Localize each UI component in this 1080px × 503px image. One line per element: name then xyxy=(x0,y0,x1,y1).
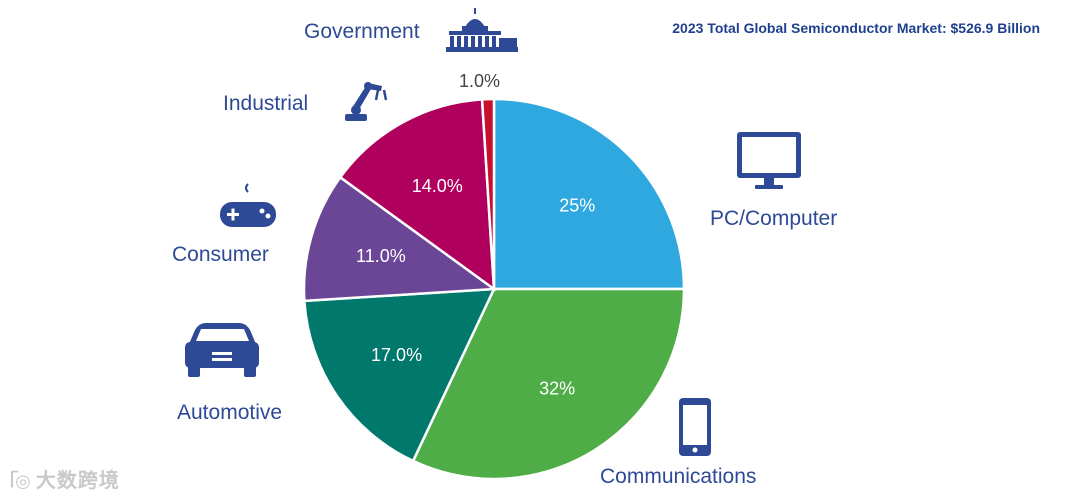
slice-percent-label: 17.0% xyxy=(371,345,422,365)
pie-slice-government xyxy=(480,97,496,290)
watermark: ᥬ◎ 大数跨境 xyxy=(10,464,120,493)
slice-percent-label: 32% xyxy=(539,378,575,398)
pie-slices xyxy=(302,97,686,481)
category-label-automotive: Automotive xyxy=(177,401,283,424)
pie-slice-industrial xyxy=(338,98,496,292)
robot-arm-icon xyxy=(345,82,388,121)
capitol-building-icon xyxy=(446,8,518,52)
watermark-text: 大数跨境 xyxy=(35,470,120,492)
pie-slice-communications xyxy=(411,287,686,481)
smartphone-icon xyxy=(679,398,711,456)
gamepad-icon xyxy=(220,183,276,227)
pie-slice-pc-computer xyxy=(492,97,686,291)
category-label-pc-computer: PC/Computer xyxy=(710,207,838,230)
category-label-government: Government xyxy=(304,20,420,43)
car-icon xyxy=(185,323,259,377)
pie-slice-automotive xyxy=(303,287,497,463)
slice-percent-label: 25% xyxy=(559,196,595,216)
category-label-industrial: Industrial xyxy=(223,92,309,115)
chart-title: 2023 Total Global Semiconductor Market: … xyxy=(672,20,1040,36)
category-label-consumer: Consumer xyxy=(172,243,269,266)
category-label-communications: Communications xyxy=(600,465,757,488)
slice-percent-labels: 25% 32% 17.0% 11.0% 14.0% 1.0% xyxy=(356,71,595,398)
monitor-icon xyxy=(737,132,801,189)
watermark-logo-icon: ᥬ◎ xyxy=(10,471,32,491)
pie-slice-consumer xyxy=(302,175,498,303)
slice-percent-label: 14.0% xyxy=(412,176,463,196)
slice-percent-label: 1.0% xyxy=(459,71,500,91)
slice-percent-label: 11.0% xyxy=(356,246,406,266)
